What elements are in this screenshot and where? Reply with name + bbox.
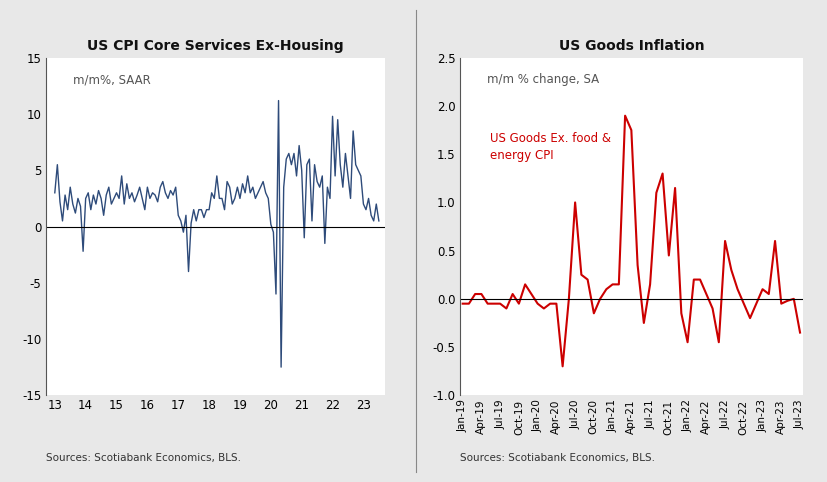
- Title: US CPI Core Services Ex-Housing: US CPI Core Services Ex-Housing: [87, 39, 343, 53]
- Text: m/m%, SAAR: m/m%, SAAR: [73, 73, 151, 86]
- Title: US Goods Inflation: US Goods Inflation: [558, 39, 703, 53]
- Text: Sources: Scotiabank Economics, BLS.: Sources: Scotiabank Economics, BLS.: [45, 453, 241, 463]
- Text: Sources: Scotiabank Economics, BLS.: Sources: Scotiabank Economics, BLS.: [459, 453, 654, 463]
- Text: US Goods Ex. food &
energy CPI: US Goods Ex. food & energy CPI: [490, 132, 610, 162]
- Text: m/m % change, SA: m/m % change, SA: [486, 73, 599, 86]
